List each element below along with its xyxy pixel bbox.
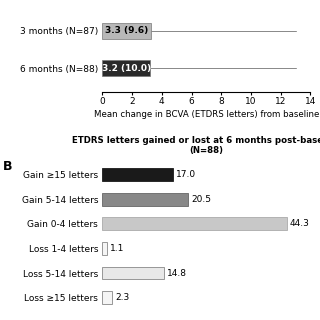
Text: 1.1: 1.1 — [110, 244, 125, 253]
Text: 17.0: 17.0 — [176, 170, 196, 179]
Bar — [102, 23, 151, 39]
Text: 3.3 (9.6): 3.3 (9.6) — [105, 26, 148, 35]
Title: ETDRS letters gained or lost at 6 months post-baseline
(N=88): ETDRS letters gained or lost at 6 months… — [72, 136, 320, 155]
Bar — [102, 242, 107, 255]
Text: 14.8: 14.8 — [167, 268, 187, 277]
Bar — [102, 60, 150, 76]
X-axis label: Mean change in BCVA (ETDRS letters) from baseline: Mean change in BCVA (ETDRS letters) from… — [94, 110, 319, 119]
Text: 2.3: 2.3 — [115, 293, 130, 302]
Text: 44.3: 44.3 — [290, 220, 310, 228]
Bar — [102, 291, 112, 304]
Text: B: B — [3, 160, 13, 173]
Bar — [102, 168, 173, 181]
Bar — [102, 193, 188, 206]
Bar — [102, 218, 287, 230]
Text: 3.2 (10.0): 3.2 (10.0) — [102, 64, 151, 73]
Text: 20.5: 20.5 — [191, 195, 211, 204]
Bar — [102, 267, 164, 279]
